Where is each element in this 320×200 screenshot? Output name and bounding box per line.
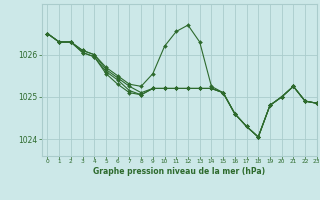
X-axis label: Graphe pression niveau de la mer (hPa): Graphe pression niveau de la mer (hPa) [93,167,265,176]
